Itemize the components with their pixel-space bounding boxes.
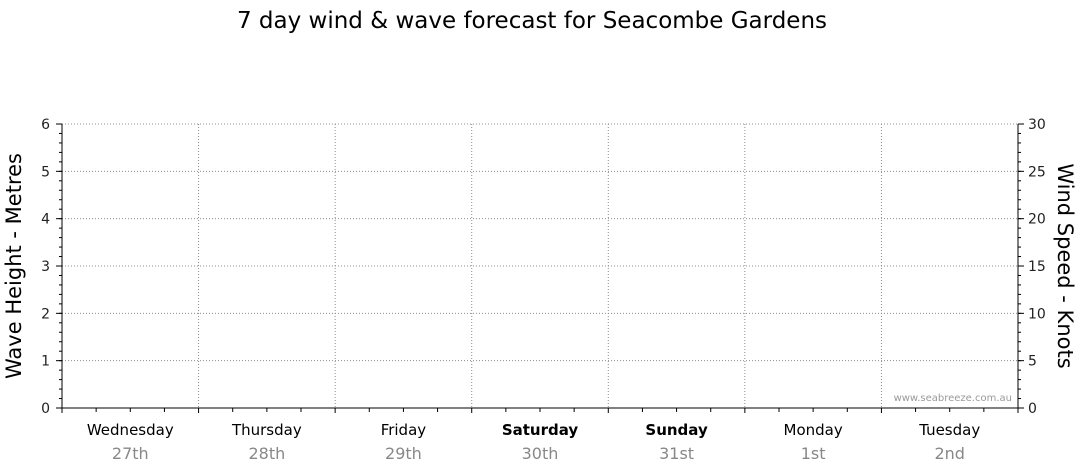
day-date-label: 27th [112, 444, 149, 463]
right-y-axis-title: Wind Speed - Knots [1053, 163, 1077, 368]
day-name-label: Tuesday [918, 421, 980, 439]
day-name-label: Thursday [231, 421, 302, 439]
day-name-label: Friday [381, 421, 427, 439]
left-tick-label: 5 [41, 164, 50, 180]
watermark: www.seabreeze.com.au [894, 393, 1012, 404]
chart-title: 7 day wind & wave forecast for Seacombe … [237, 8, 827, 34]
left-tick-label: 6 [41, 117, 50, 133]
day-date-label: 30th [522, 444, 559, 463]
day-name-label: Monday [784, 421, 843, 439]
right-tick-label: 20 [1028, 212, 1046, 228]
day-date-label: 1st [801, 444, 826, 463]
gridlines [62, 123, 1018, 408]
right-y-ticks: 0 5 10 15 20 25 30 [1018, 117, 1046, 417]
left-y-axis-title: Wave Height - Metres [2, 153, 26, 379]
day-labels: Wednesday 27th Thursday 28th Friday 29th Satur… [87, 421, 980, 463]
right-tick-label: 5 [1028, 354, 1037, 370]
right-tick-label: 30 [1028, 117, 1046, 133]
left-tick-label: 4 [41, 212, 50, 228]
day-date-label: 2nd [934, 444, 964, 463]
right-tick-label: 25 [1028, 164, 1046, 180]
left-y-ticks: 0 1 2 3 4 5 6 [41, 117, 62, 417]
left-tick-label: 3 [41, 259, 50, 275]
day-name-label: Sunday [645, 421, 708, 439]
day-date-label: 31st [659, 444, 694, 463]
right-tick-label: 10 [1028, 306, 1046, 322]
day-name-label: Wednesday [87, 421, 174, 439]
day-date-label: 28th [248, 444, 285, 463]
left-tick-label: 0 [41, 401, 50, 417]
left-tick-label: 1 [41, 354, 50, 370]
day-name-label: Saturday [502, 421, 579, 439]
left-tick-label: 2 [41, 306, 50, 322]
day-date-label: 29th [385, 444, 422, 463]
x-ticks [61, 408, 1019, 413]
right-tick-label: 0 [1028, 401, 1037, 417]
right-tick-label: 15 [1028, 259, 1046, 275]
